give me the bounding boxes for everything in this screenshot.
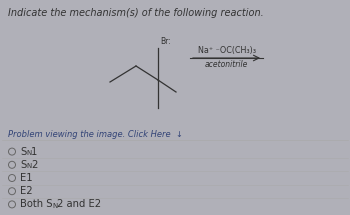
Text: S: S: [20, 147, 26, 157]
Text: N: N: [26, 150, 31, 156]
Text: Indicate the mechanism(s) of the following reaction.: Indicate the mechanism(s) of the followi…: [8, 8, 264, 18]
Text: 1: 1: [31, 147, 37, 157]
Text: E2: E2: [20, 186, 33, 196]
Text: N: N: [52, 203, 57, 209]
Text: 2: 2: [31, 160, 37, 170]
Text: N: N: [26, 163, 31, 169]
Text: Both S: Both S: [20, 199, 52, 209]
Text: Br:: Br:: [160, 37, 171, 46]
Text: 2 and E2: 2 and E2: [57, 199, 101, 209]
Text: Na⁺ ⁻OC(CH₃)₃: Na⁺ ⁻OC(CH₃)₃: [197, 46, 256, 55]
Text: E1: E1: [20, 173, 33, 183]
Text: S: S: [20, 160, 26, 170]
Text: Problem viewing the image. Click Here  ↓: Problem viewing the image. Click Here ↓: [8, 130, 183, 139]
Text: acetonitrile: acetonitrile: [205, 60, 248, 69]
